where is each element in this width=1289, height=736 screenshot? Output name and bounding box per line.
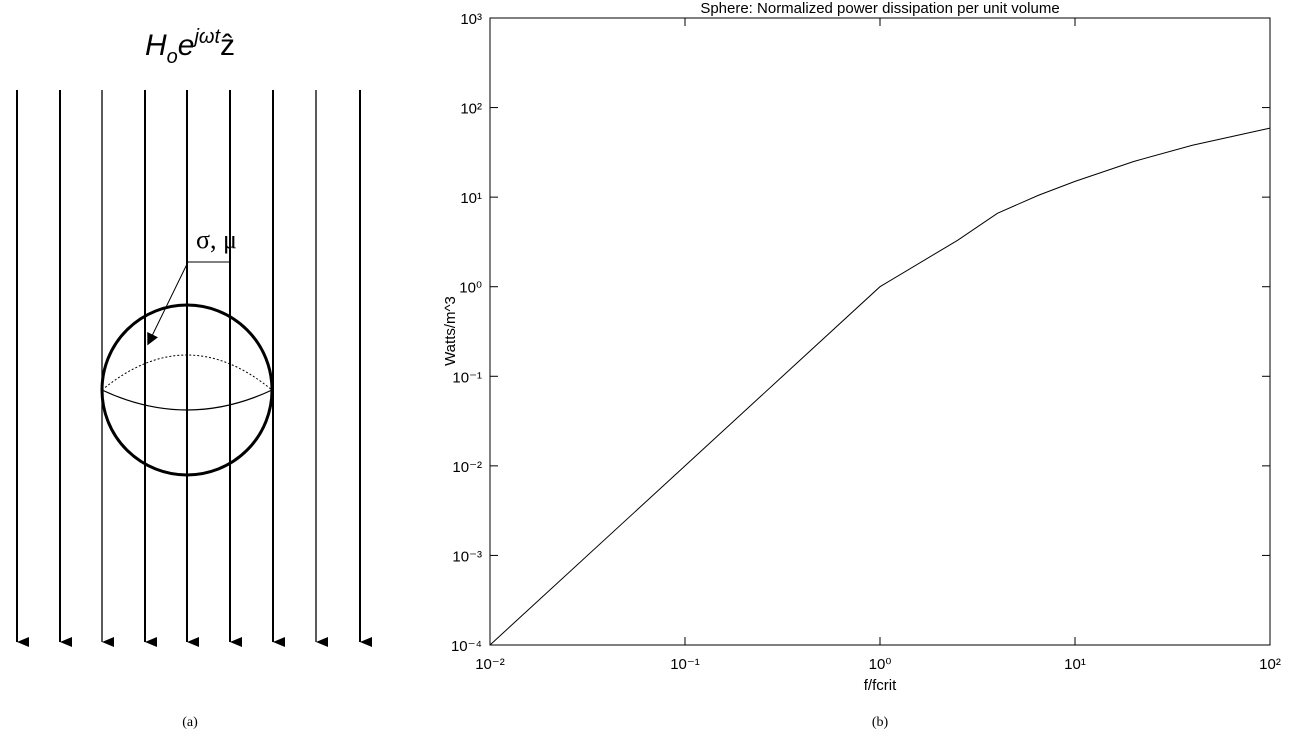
chart-title: Sphere: Normalized power dissipation per… [700,0,1059,17]
field-dir: ẑ [220,29,235,62]
plot-frame [489,17,1271,646]
y-tick-label: 10⁰ [459,280,482,297]
field-base: H [145,29,167,62]
y-tick-label: 10⁻² [452,459,482,476]
y-tick-label: 10⁻⁴ [451,638,482,655]
y-tick-label: 10³ [460,11,482,28]
field-label: Hoejωtẑ [145,26,235,68]
x-tick-label: 10² [1259,656,1281,673]
caption: (b) [872,715,889,730]
diagram: Hoejωtẑ σ, μ (a) [16,26,372,730]
y-tick-label: 10⁻¹ [452,369,482,386]
x-tick-label: 10⁰ [869,656,892,673]
material-label: σ, μ [196,225,237,254]
x-tick-label: 10⁻² [475,656,505,673]
equator-back [101,354,273,391]
x-axis-label: f/fcrit [864,677,897,694]
y-axis-label: Watts/m^3 [442,296,459,366]
y-tick-label: 10² [460,101,482,118]
equator-front [101,389,273,411]
field-exp-base: e [178,29,195,62]
x-tick-label: 10¹ [1064,656,1086,673]
chart: Sphere: Normalized power dissipation per… [442,0,1281,730]
caption: (a) [182,715,198,730]
data-line [489,127,1271,646]
field-sub: o [167,46,178,68]
y-tick-label: 10⁻³ [452,548,482,565]
x-tick-label: 10⁻¹ [670,656,700,673]
field-sup: jωt [191,26,221,48]
leader-line [147,261,230,346]
y-tick-label: 10¹ [460,190,482,207]
field-lines [16,90,372,647]
